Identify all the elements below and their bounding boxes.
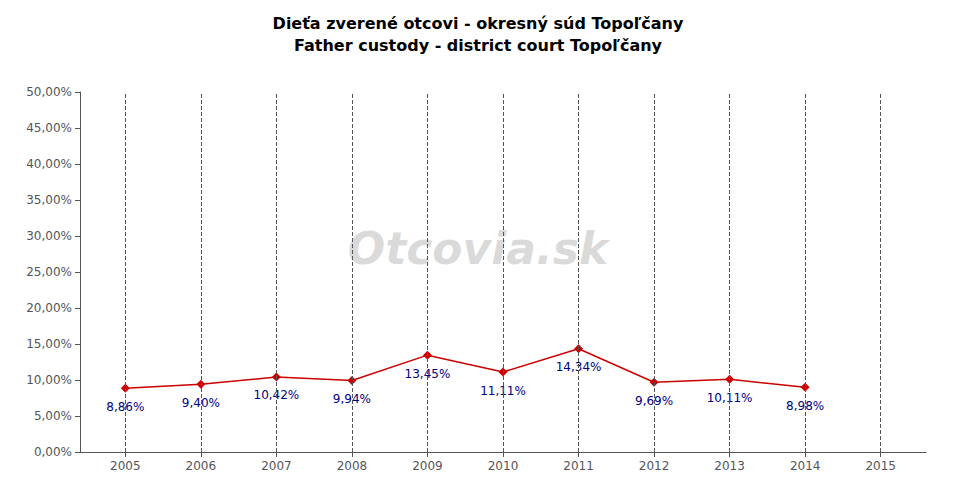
svg-text:13,45%: 13,45%	[404, 366, 451, 381]
svg-text:20,00%: 20,00%	[26, 301, 72, 315]
svg-text:Father custody - district cour: Father custody - district court Topoľčan…	[294, 36, 663, 55]
svg-text:2008: 2008	[337, 459, 368, 473]
svg-text:9,40%: 9,40%	[182, 396, 220, 410]
svg-text:9,94%: 9,94%	[333, 392, 371, 406]
svg-text:30,00%: 30,00%	[26, 229, 72, 243]
svg-text:2011: 2011	[563, 459, 594, 473]
svg-text:40,00%: 40,00%	[26, 157, 72, 171]
svg-text:9,69%: 9,69%	[635, 393, 674, 408]
svg-text:0,00%: 0,00%	[34, 445, 72, 459]
svg-text:8,98%: 8,98%	[786, 398, 825, 413]
svg-text:2007: 2007	[261, 459, 292, 473]
svg-text:2006: 2006	[186, 459, 217, 473]
svg-text:14,34%: 14,34%	[555, 360, 602, 375]
svg-text:10,42%: 10,42%	[253, 388, 300, 403]
svg-text:2009: 2009	[412, 459, 443, 473]
svg-text:25,00%: 25,00%	[26, 265, 72, 279]
svg-text:35,00%: 35,00%	[26, 193, 72, 207]
svg-text:2015: 2015	[865, 459, 896, 473]
svg-text:Dieťa zverené otcovi - okresný: Dieťa zverené otcovi - okresný súd Topoľ…	[273, 14, 684, 33]
svg-text:Otcovia.sk: Otcovia.sk	[348, 223, 611, 274]
svg-text:2005: 2005	[110, 459, 141, 473]
svg-text:2012: 2012	[639, 459, 670, 473]
svg-text:45,00%: 45,00%	[26, 121, 72, 135]
svg-text:2014: 2014	[790, 459, 821, 473]
svg-text:5,00%: 5,00%	[34, 409, 72, 423]
svg-text:10,00%: 10,00%	[26, 373, 72, 387]
svg-text:2013: 2013	[714, 459, 745, 473]
svg-text:11,11%: 11,11%	[480, 383, 526, 398]
svg-text:15,00%: 15,00%	[26, 337, 72, 351]
svg-text:50,00%: 50,00%	[26, 85, 72, 99]
svg-text:8,86%: 8,86%	[106, 399, 145, 414]
svg-text:2010: 2010	[488, 459, 519, 473]
svg-text:10,11%: 10,11%	[706, 390, 753, 405]
